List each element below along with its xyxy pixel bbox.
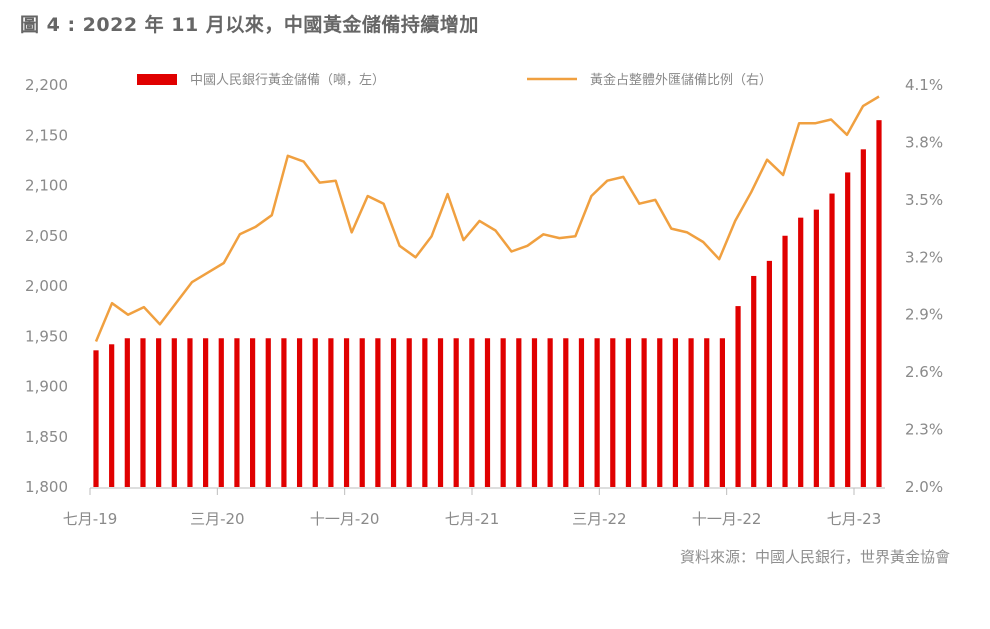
gold-reserve-bar [657,338,663,487]
gold-reserve-bar [250,338,256,487]
gold-reserve-bar [641,338,647,487]
gold-reserve-bar [187,338,193,487]
y-left-tick-label: 2,050 [25,227,68,245]
x-tick-label: 七月-23 [827,510,882,528]
legend-line-label: 黃金占整體外匯儲備比例（右） [590,72,772,88]
x-axis: 七月-19 三月-20 十一月-20 七月-21 三月-22 十一月-22 七月-23 [63,487,885,528]
gold-reserve-bar [672,338,679,487]
chart-title: 圖 4 : 2022 年 11 月以來，中國黃金儲備持續增加 [20,14,479,36]
x-tick-label: 七月-19 [63,510,118,528]
gold-reserve-bar [109,344,115,487]
gold-reserve-bar [719,338,725,487]
y-axis-left: 1,800 1,850 1,900 1,950 2,000 2,050 2,100 2,150… [25,76,68,496]
legend-bar-label: 中國人民銀行黃金儲備（噸，左） [190,72,385,88]
gold-reserve-bar [860,149,866,487]
gold-reserve-bar [798,217,804,487]
x-tick-label: 七月-21 [445,510,500,528]
gold-reserve-bar [594,338,600,487]
gold-reserve-bar [469,338,475,487]
y-left-tick-label: 2,000 [25,277,68,295]
gold-reserve-bar [437,338,444,487]
legend: 中國人民銀行黃金儲備（噸，左） 黃金占整體外匯儲備比例（右） [137,72,772,88]
gold-reserve-bar [343,338,350,487]
gold-reserve-bar [704,338,710,487]
gold-reserve-bar [547,338,553,487]
gold-reserve-bar [93,350,99,487]
gold-reserve-bar [531,338,538,487]
gold-reserve-bar [156,338,162,487]
gold-reserve-bar [735,306,741,487]
gold-reserve-bar [751,275,757,487]
y-right-tick-label: 2.3% [905,421,943,439]
y-left-tick-label: 1,950 [25,327,68,345]
gold-reserve-bar [218,338,224,487]
y-right-tick-label: 2.9% [905,306,943,324]
gold-reserve-bar [328,338,334,487]
y-right-tick-label: 3.5% [905,191,943,209]
gold-reserve-bar [563,338,569,487]
gold-reserve-bar [688,338,694,487]
gold-reserve-bar [453,338,459,487]
gold-reserve-bar [203,338,209,487]
legend-bar-swatch [137,74,177,85]
gold-reserve-bar [845,172,851,487]
gold-reserve-bar [610,338,616,487]
y-left-tick-label: 2,100 [25,177,68,195]
y-left-tick-label: 1,850 [25,428,68,446]
y-right-tick-label: 3.2% [905,248,943,266]
gold-share-line [94,95,880,342]
gold-reserve-bar [375,338,381,487]
gold-reserve-bar [406,338,412,487]
gold-reserve-bar [484,338,491,487]
gold-reserve-bar [516,338,522,487]
line-series [94,95,880,342]
y-left-tick-label: 2,150 [25,126,68,144]
gold-reserve-bar [625,338,632,487]
gold-reserve-bar [422,338,428,487]
gold-reserve-bar [766,260,772,487]
y-right-tick-label: 2.0% [905,478,943,496]
bar-series [93,120,882,488]
source-note: 資料來源：中國人民銀行，世界黃金協會 [679,548,950,566]
gold-reserve-bar [281,338,287,487]
x-tick-label: 十一月-20 [310,510,380,528]
y-right-tick-label: 2.6% [905,363,943,381]
gold-reserve-bar [578,338,585,487]
x-tick-label: 十一月-22 [692,510,762,528]
gold-reserve-bar [500,338,506,487]
gold-reserve-bar [265,338,271,487]
gold-reserve-bar [782,235,788,487]
y-left-tick-label: 1,900 [25,378,68,396]
x-tick-label: 三月-22 [572,510,627,528]
gold-reserve-bar [234,338,240,487]
gold-reserve-bar [390,338,397,487]
gold-reserve-bar [876,120,882,488]
y-left-tick-label: 1,800 [25,478,68,496]
gold-reserve-bar [312,338,318,487]
gold-reserve-bar [813,209,819,487]
y-left-tick-label: 2,200 [25,76,68,94]
gold-reserve-bar [124,338,130,487]
gold-reserve-bar [359,338,365,487]
y-right-tick-label: 4.1% [905,76,943,94]
gold-reserve-bar [171,338,177,487]
x-tick-label: 三月-20 [190,510,245,528]
y-axis-right: 2.0% 2.3% 2.6% 2.9% 3.2% 3.5% 3.8% 4.1% [905,76,943,496]
gold-reserve-bar [296,338,303,487]
gold-reserve-bar [140,338,146,487]
gold-reserve-bar [829,193,835,488]
y-right-tick-label: 3.8% [905,133,943,151]
